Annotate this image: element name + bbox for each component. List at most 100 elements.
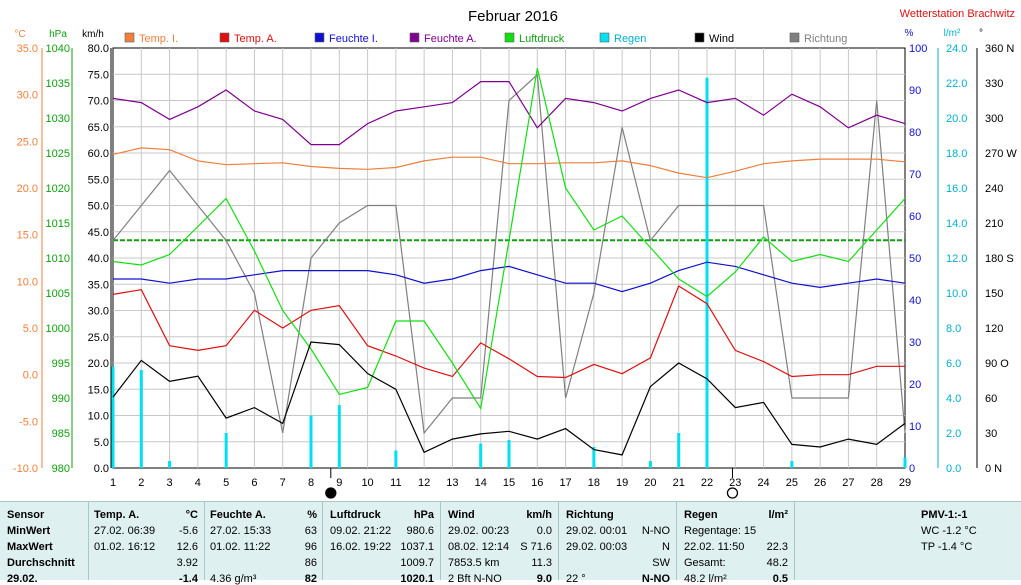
tick-label-day: 8 [308, 477, 314, 489]
tick-label-degree: 270 W [985, 148, 1017, 160]
regen-today-value: 0.5 [772, 573, 788, 585]
tick-label-day: 4 [195, 477, 201, 489]
tick-label-celsius: 5.0 [23, 323, 38, 335]
tick-label-rain: 2.0 [946, 428, 961, 440]
pmv-head: PMV-1:-1 [921, 509, 968, 521]
tick-label-percent: 0 [909, 463, 915, 475]
unit-rain: l/m² [944, 28, 961, 39]
tick-label-day: 16 [531, 477, 543, 489]
tick-label-degree: 60 [985, 393, 997, 405]
series-line-temp-i- [112, 147, 906, 179]
legend-label: Richtung [804, 33, 847, 45]
tick-label-day: 13 [446, 477, 458, 489]
regen-days: Regentage: 15 [684, 525, 757, 537]
tick-label-celsius: 30.0 [17, 90, 38, 102]
wind-min-time: 29.02. 00:23 [448, 525, 510, 537]
tick-label-hpa: 1020 [46, 183, 70, 195]
tick-label-celsius: -10.0 [13, 463, 38, 475]
tick-label-degree: 150 [985, 288, 1003, 300]
unit-hpa: hPa [49, 29, 67, 40]
bar-regen [592, 447, 596, 468]
tick-label-rain: 20.0 [946, 113, 967, 125]
tick-label-day: 26 [814, 477, 826, 489]
tick-label-celsius: 20.0 [17, 183, 38, 195]
tick-label-percent: 100 [909, 43, 927, 55]
tick-label-rain: 16.0 [946, 183, 967, 195]
richtung-head: Richtung [566, 509, 614, 521]
bar-regen [309, 415, 313, 468]
luftdruck-today-value: 1020.1 [400, 573, 434, 585]
richtung-max-value: N [662, 541, 670, 553]
tick-label-kmh: 70.0 [88, 96, 109, 108]
chart-title: Februar 2016 [468, 8, 558, 25]
bar-regen [224, 433, 228, 468]
tick-label-rain: 4.0 [946, 393, 961, 405]
bar-regen [337, 405, 341, 468]
tick-label-percent: 10 [909, 421, 921, 433]
legend-swatch [409, 32, 420, 43]
legend-swatch [219, 32, 230, 43]
plot-area [111, 68, 907, 468]
feuchte-a-head: Feuchte A. [210, 509, 266, 521]
feuchte-a-unit: % [307, 509, 317, 521]
tick-label-hpa: 1030 [46, 113, 70, 125]
bar-regen [479, 443, 483, 468]
col-feuchte-a: Feuchte A. % 27.02. 15:33 63 01.02. 11:2… [205, 502, 322, 585]
wind-max-value: S 71.6 [520, 541, 552, 553]
wind-head: Wind [448, 509, 475, 521]
luftdruck-min-value: 980.6 [406, 525, 434, 537]
pmv-taupunkt: TP -1.4 °C [921, 541, 973, 553]
col-luftdruck: Luftdruck hPa 09.02. 21:22 980.6 16.02. … [323, 502, 440, 585]
tick-label-kmh: 55.0 [88, 174, 109, 186]
tick-label-degree: 120 [985, 323, 1003, 335]
tick-label-hpa: 1005 [46, 288, 70, 300]
bar-regen [705, 77, 709, 468]
tick-label-degree: 0 N [985, 463, 1002, 475]
chart-axes: 35.0 30.0 25.0 20.0 15.0 10.0 5.0 0.0 -5.0 -10.0 1… [13, 43, 1017, 475]
tick-label-day: 15 [503, 477, 515, 489]
axis-units: °C hPa km/h % l/m² ° [14, 28, 983, 40]
luftdruck-min-time: 09.02. 21:22 [330, 525, 392, 537]
tick-label-rain: 24.0 [946, 43, 967, 55]
bar-regen [394, 450, 398, 468]
tick-label-rain: 10.0 [946, 288, 967, 300]
tick-label-rain: 12.0 [946, 253, 967, 265]
tick-label-day: 10 [361, 477, 373, 489]
series-line-feuchte-a- [112, 80, 906, 146]
legend-swatch [314, 32, 325, 43]
richtung-min-value: N-NO [641, 525, 670, 537]
tick-label-kmh: 20.0 [88, 358, 109, 370]
bar-regen [139, 370, 143, 468]
tick-label-day: 12 [418, 477, 430, 489]
tick-label-day: 23 [729, 477, 741, 489]
tick-label-percent: 60 [909, 211, 921, 223]
feuchte-a-max-time: 01.02. 11:22 [210, 541, 271, 553]
series-line-richtung [112, 73, 906, 435]
stats-panel: Sensor MinWert MaxWert Durchschnitt 29.0… [0, 501, 1021, 585]
col-wind: Wind km/h 29.02. 00:23 0.0 08.02. 12:14 … [441, 502, 558, 585]
tick-label-kmh: 30.0 [88, 306, 109, 318]
temp-a-max-value: 12.6 [176, 541, 198, 553]
tick-label-hpa: 1000 [46, 323, 70, 335]
tick-label-percent: 30 [909, 337, 921, 349]
bar-regen [903, 457, 907, 468]
tick-label-hpa: 985 [52, 428, 70, 440]
tick-label-hpa: 995 [52, 358, 70, 370]
tick-label-day: 22 [701, 477, 713, 489]
tick-label-kmh: 50.0 [88, 201, 109, 213]
tick-label-kmh: 35.0 [88, 279, 109, 291]
legend-label: Regen [614, 33, 646, 45]
tick-label-percent: 40 [909, 295, 921, 307]
feuchte-a-avg-value: 86 [304, 557, 317, 569]
temp-a-today-value: -1.4 [179, 573, 198, 585]
tick-label-celsius: 15.0 [17, 230, 38, 242]
tick-label-rain: 8.0 [946, 323, 961, 335]
col-pmv: PMV-1:-1 WC -1.2 °C TP -1.4 °C [795, 502, 1021, 580]
tick-label-day: 20 [644, 477, 656, 489]
tick-label-kmh: 45.0 [88, 227, 109, 239]
legend-swatch [124, 32, 135, 43]
tick-label-degree: 180 S [985, 253, 1014, 265]
luftdruck-max-value: 1037.1 [400, 541, 434, 553]
tick-label-degree: 30 [985, 428, 997, 440]
legend-swatch [504, 32, 515, 43]
